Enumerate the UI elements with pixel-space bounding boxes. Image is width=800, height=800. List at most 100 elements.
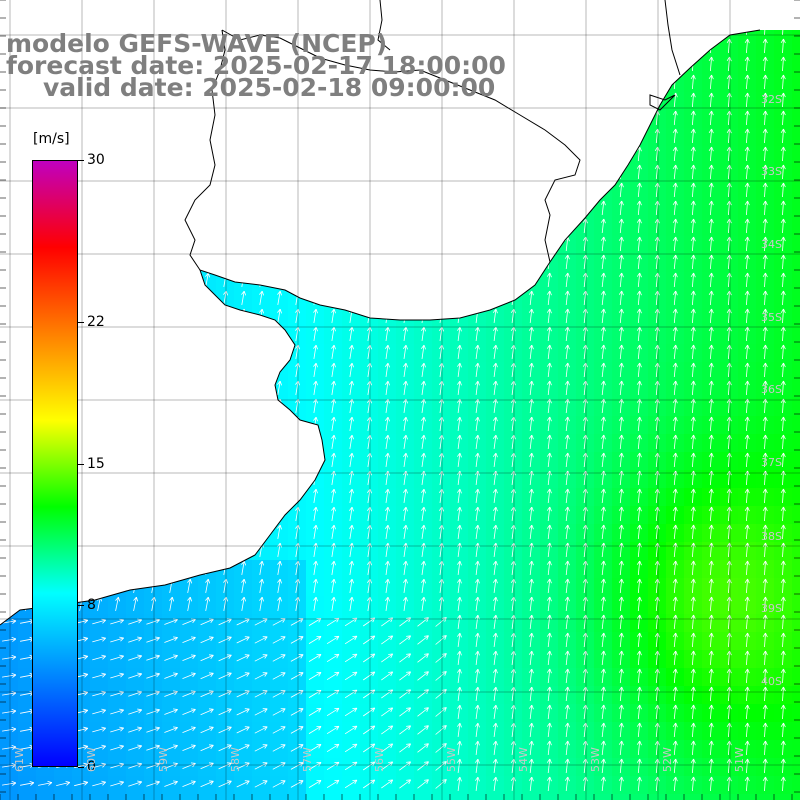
speed-cell — [378, 236, 397, 255]
speed-cell — [792, 30, 800, 39]
speed-cell — [18, 110, 37, 129]
speed-cell — [216, 344, 235, 363]
wind-arrow — [456, 128, 462, 143]
speed-cell — [18, 632, 37, 651]
speed-cell — [432, 380, 451, 399]
wind-arrow — [474, 164, 480, 179]
speed-cell — [486, 200, 505, 219]
wind-arrow — [277, 434, 282, 449]
wind-arrow — [529, 30, 533, 35]
speed-cell — [324, 218, 343, 237]
wind-arrow — [223, 506, 229, 521]
speed-cell — [540, 794, 559, 800]
wind-arrow — [79, 578, 85, 593]
wind-arrow — [546, 56, 552, 72]
speed-cell — [252, 542, 271, 561]
speed-cell — [306, 362, 325, 381]
speed-cell — [576, 182, 595, 201]
speed-cell — [108, 686, 127, 705]
speed-cell — [288, 632, 307, 651]
speed-cell — [414, 614, 433, 633]
wind-arrow — [115, 290, 121, 305]
speed-cell — [324, 200, 343, 219]
wind-arrow — [115, 560, 121, 575]
wind-arrow — [259, 524, 264, 539]
speed-cell — [450, 776, 469, 795]
speed-cell — [306, 146, 325, 165]
wind-arrow — [295, 164, 300, 179]
speed-cell — [504, 380, 523, 399]
speed-cell — [216, 128, 235, 147]
wind-arrow — [115, 110, 121, 125]
speed-cell — [270, 614, 289, 633]
speed-cell — [432, 722, 451, 741]
speed-cell — [612, 74, 631, 93]
speed-cell — [180, 686, 199, 705]
speed-cell — [108, 452, 127, 471]
wind-arrow — [79, 506, 85, 521]
speed-cell — [504, 434, 523, 453]
wind-arrow — [79, 290, 85, 305]
wind-arrow — [205, 452, 211, 467]
speed-cell — [198, 398, 217, 417]
speed-cell — [594, 146, 613, 165]
wind-arrow — [241, 182, 247, 197]
speed-cell — [288, 218, 307, 237]
speed-cell — [198, 488, 217, 507]
speed-cell — [216, 110, 235, 129]
wind-arrow — [420, 182, 426, 197]
speed-cell — [360, 686, 379, 705]
speed-cell — [90, 236, 109, 255]
wind-arrow — [151, 380, 157, 395]
speed-cell — [378, 722, 397, 741]
speed-cell — [558, 38, 577, 57]
speed-cell — [792, 74, 800, 93]
speed-cell — [126, 434, 145, 453]
speed-cell — [270, 128, 289, 147]
speed-cell — [90, 488, 109, 507]
wind-arrow — [25, 344, 31, 359]
speed-cell — [792, 596, 800, 615]
wind-arrow — [115, 164, 121, 179]
speed-cell — [198, 200, 217, 219]
wind-arrow — [438, 164, 444, 179]
speed-cell — [270, 560, 289, 579]
wind-arrow — [420, 236, 426, 251]
speed-cell — [648, 794, 667, 800]
speed-cell — [414, 254, 433, 273]
speed-cell — [162, 218, 181, 237]
speed-cell — [486, 308, 505, 327]
speed-cell — [792, 614, 800, 633]
wind-arrow — [313, 164, 318, 179]
speed-cell — [126, 794, 145, 800]
wind-arrow — [348, 146, 354, 161]
speed-cell — [432, 272, 451, 291]
wind-arrow — [169, 398, 175, 413]
speed-cell — [216, 164, 235, 183]
wind-arrow — [582, 146, 588, 162]
speed-cell — [504, 578, 523, 597]
speed-cell — [396, 668, 415, 687]
speed-cell — [468, 560, 487, 579]
speed-cell — [342, 794, 361, 800]
speed-cell — [144, 326, 163, 345]
wind-arrow — [79, 362, 85, 377]
speed-cell — [414, 164, 433, 183]
wind-arrow — [133, 290, 139, 305]
wind-arrow — [7, 326, 13, 341]
wind-arrow — [97, 290, 103, 305]
speed-cell — [234, 416, 253, 435]
wind-arrow — [151, 488, 157, 503]
speed-cell — [198, 236, 217, 255]
speed-cell — [342, 596, 361, 615]
wind-arrow — [205, 398, 211, 413]
speed-cell — [306, 632, 325, 651]
speed-cell — [144, 344, 163, 363]
wind-arrow — [259, 164, 264, 179]
wind-arrow — [115, 308, 121, 323]
speed-cell — [378, 326, 397, 345]
wind-arrow — [79, 542, 85, 557]
speed-cell — [378, 632, 397, 651]
speed-cell — [378, 128, 397, 147]
speed-cell — [342, 434, 361, 453]
